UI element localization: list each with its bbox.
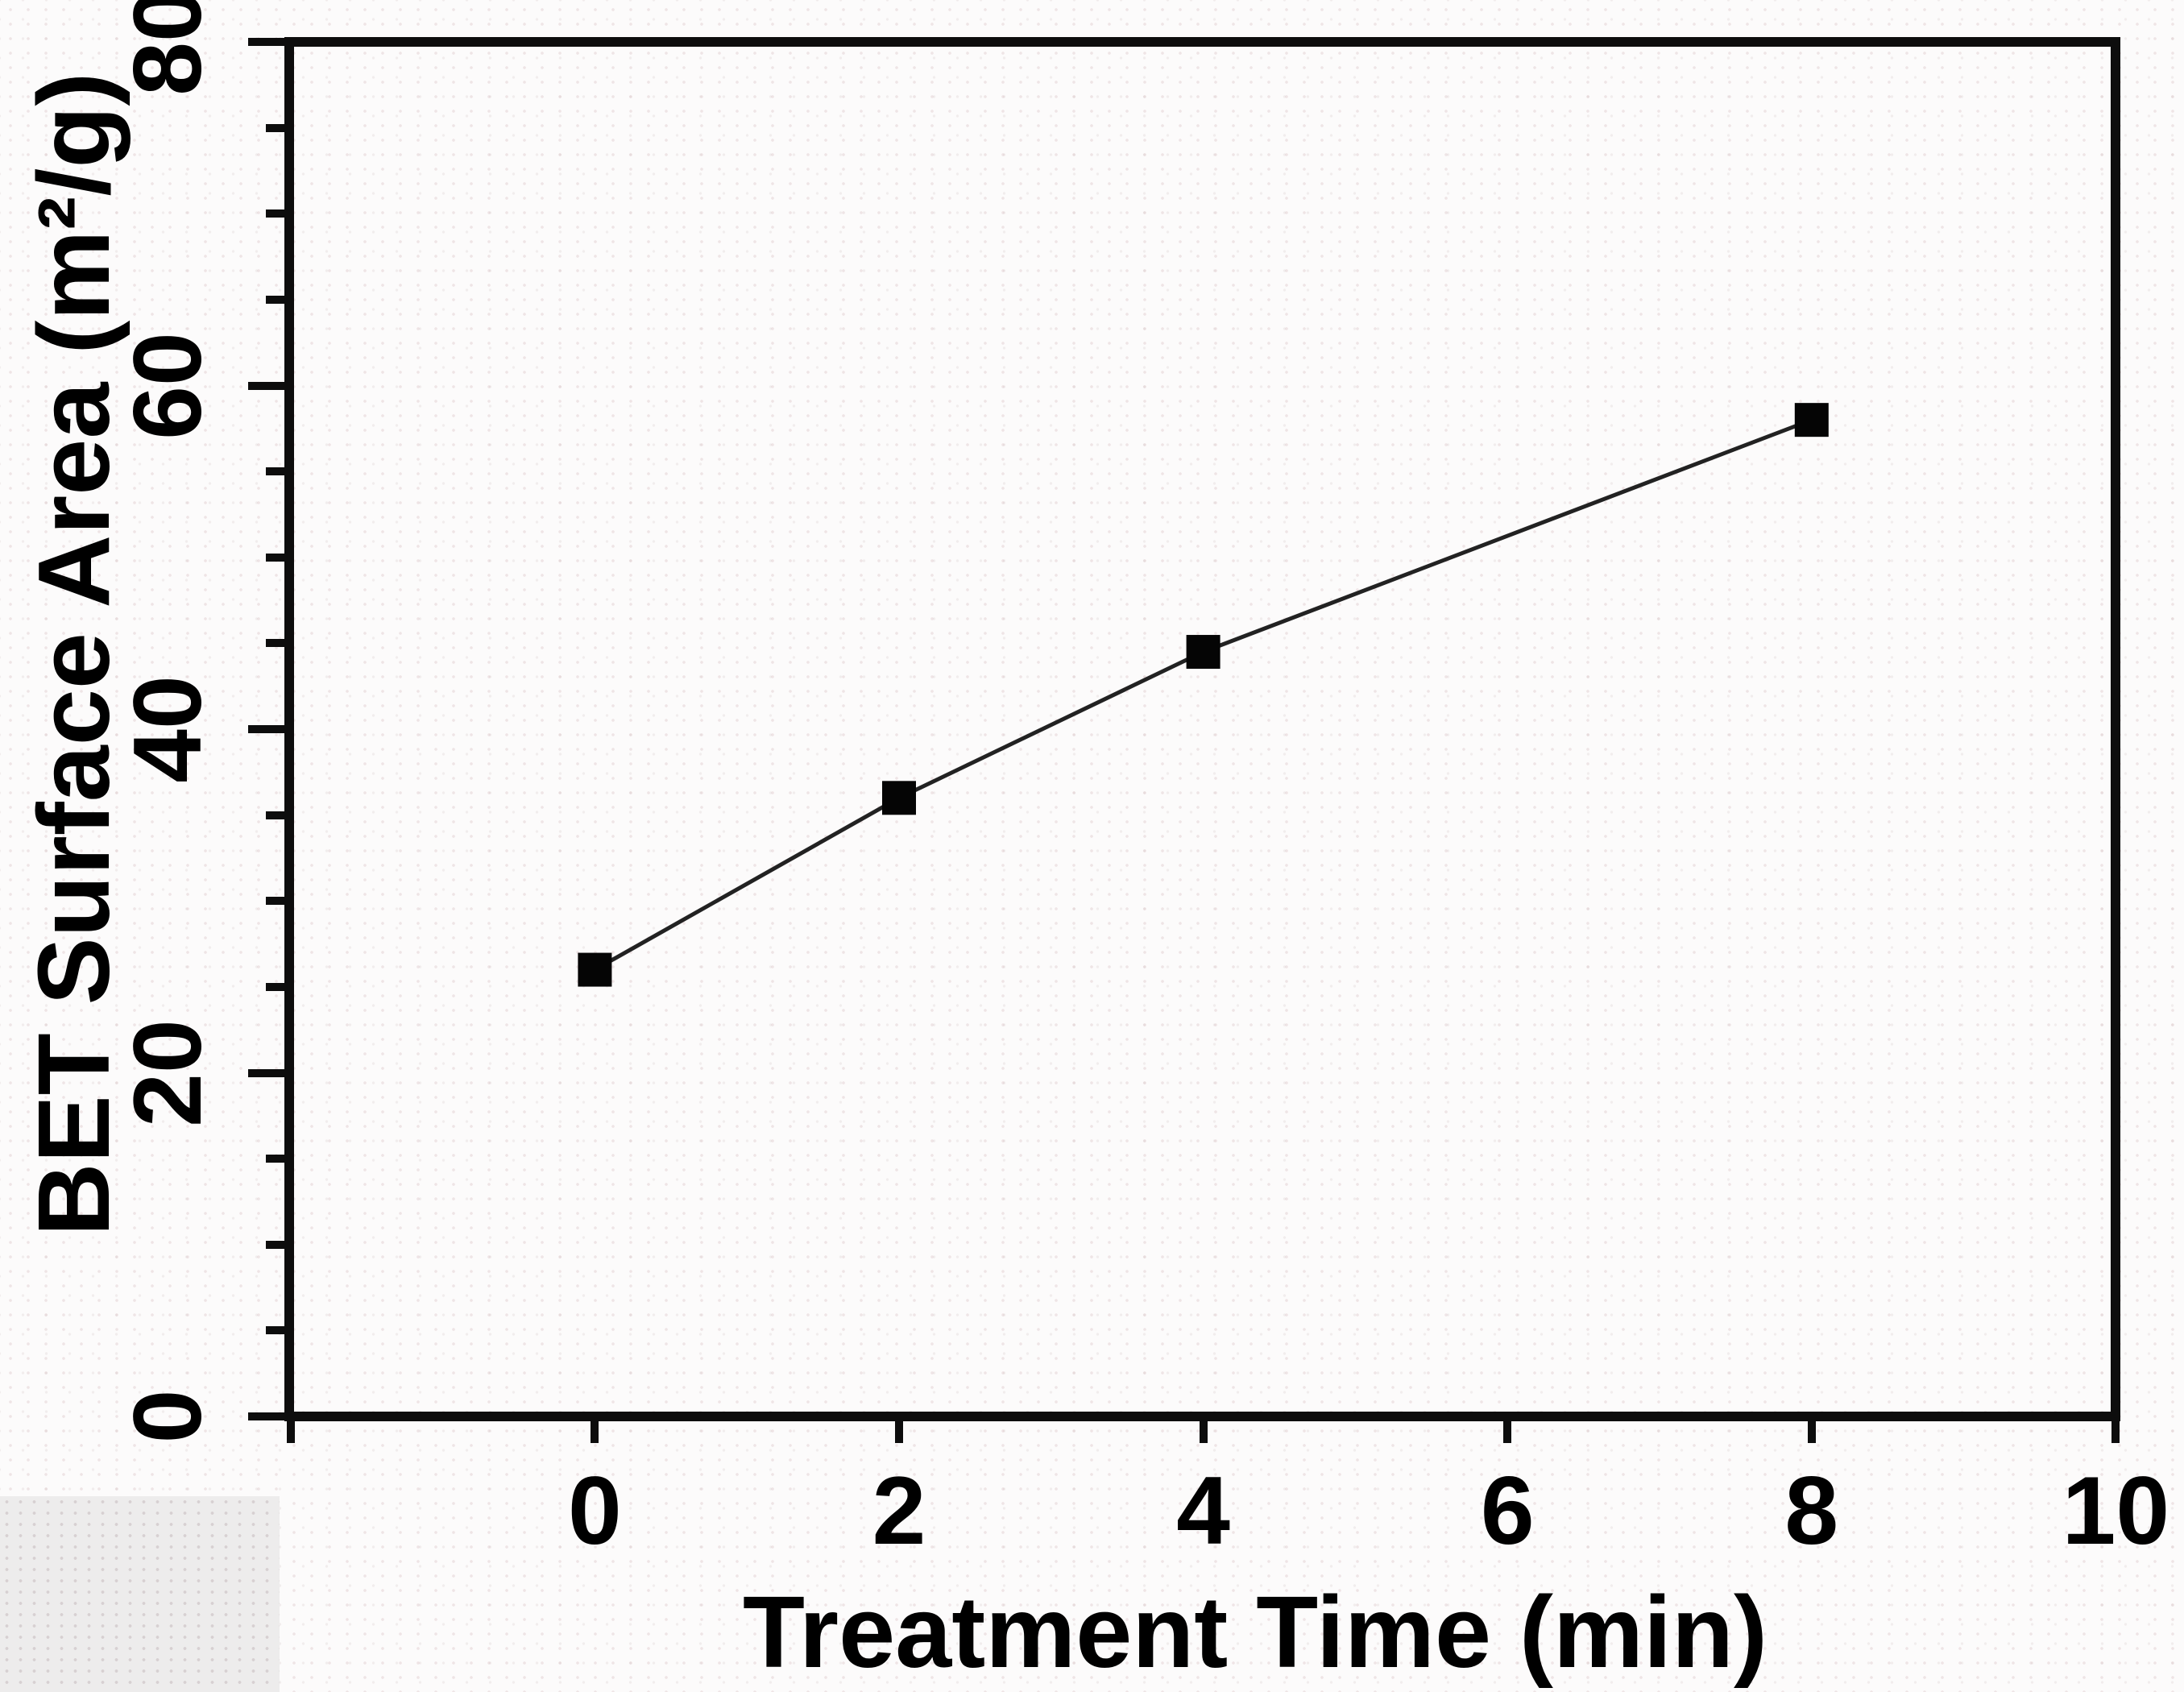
y-axis-title: BET Surface Area (m²/g) — [17, 72, 131, 1237]
y-minor-tick — [266, 1155, 284, 1163]
y-minor-tick — [266, 209, 284, 218]
y-minor-tick — [266, 811, 284, 819]
data-point-marker-0 — [578, 952, 612, 987]
x-tick-label: 10 — [2062, 1457, 2170, 1565]
series-line — [594, 417, 1813, 972]
y-minor-tick — [266, 1326, 284, 1335]
x-major-tick — [895, 1421, 903, 1443]
y-minor-tick — [266, 1240, 284, 1249]
data-point-marker-2 — [1186, 635, 1220, 670]
x-major-tick — [2111, 1421, 2120, 1443]
scan-artifact-gray-patch — [0, 1496, 280, 1692]
y-minor-tick — [266, 639, 284, 648]
x-major-tick — [1199, 1421, 1208, 1443]
x-tick-label: 6 — [1480, 1457, 1535, 1565]
y-major-tick — [248, 381, 284, 390]
x-tick-label: 8 — [1784, 1457, 1839, 1565]
y-major-tick — [248, 38, 284, 46]
x-major-tick — [591, 1421, 599, 1443]
data-point-marker-3 — [1794, 403, 1829, 438]
y-minor-tick — [266, 897, 284, 906]
y-minor-tick — [266, 123, 284, 132]
x-tick-label: 2 — [872, 1457, 926, 1565]
x-major-tick — [1807, 1421, 1816, 1443]
x-tick-label: 4 — [1176, 1457, 1230, 1565]
y-minor-tick — [266, 982, 284, 991]
x-major-tick — [286, 1421, 295, 1443]
x-major-tick — [1503, 1421, 1512, 1443]
y-major-tick — [248, 725, 284, 733]
y-minor-tick — [266, 295, 284, 304]
x-axis-title: Treatment Time (min) — [743, 1575, 1768, 1689]
y-minor-tick — [266, 553, 284, 562]
data-point-marker-1 — [882, 781, 916, 815]
plot-area — [284, 37, 2120, 1421]
y-major-tick — [248, 1412, 284, 1420]
x-tick-label: 0 — [568, 1457, 622, 1565]
y-major-tick — [248, 1068, 284, 1077]
y-minor-tick — [266, 467, 284, 476]
